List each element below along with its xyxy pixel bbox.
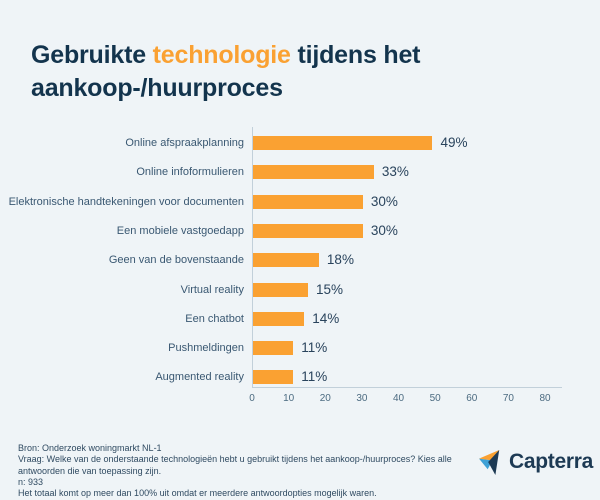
- bar: [253, 223, 363, 238]
- category-label: Elektronische handtekeningen voor docume…: [8, 195, 244, 208]
- bar: [253, 341, 294, 356]
- value-label: 33%: [381, 164, 409, 180]
- category-label: Online infoformulieren: [136, 166, 244, 179]
- capterra-logo-text: Capterra: [509, 450, 593, 473]
- bar: [253, 194, 363, 209]
- x-axis-tick-label: 40: [392, 393, 405, 404]
- category-label: Een chatbot: [185, 312, 244, 325]
- category-label: Virtual reality: [180, 283, 244, 296]
- y-axis-line: [252, 127, 253, 387]
- bar-chart: Online afspraakplanning 49% Online infofor…: [0, 127, 600, 405]
- footnote-line: n: 933: [18, 476, 44, 487]
- bar: [253, 370, 294, 385]
- x-axis-tick-label: 30: [356, 393, 368, 404]
- value-label: 30%: [370, 222, 398, 238]
- value-label: 14%: [312, 310, 340, 326]
- value-label: 15%: [315, 281, 343, 297]
- value-label: 11%: [301, 369, 328, 385]
- bar: [253, 253, 319, 268]
- bar: [253, 282, 308, 297]
- title-text: Gebruikte: [31, 40, 153, 69]
- value-label: 30%: [370, 193, 398, 209]
- capterra-logo: Capterra: [479, 447, 593, 477]
- category-label: Augmented reality: [155, 371, 244, 384]
- x-axis-tick-label: 60: [466, 393, 478, 404]
- value-label: 11%: [301, 340, 328, 356]
- title-highlight: technologie: [152, 40, 291, 69]
- category-label: Pushmeldingen: [168, 342, 244, 355]
- x-axis-line: [252, 387, 562, 388]
- capterra-logo-icon: [479, 449, 500, 475]
- x-axis-tick-label: 0: [249, 393, 255, 404]
- title-text: tijdens het aankoop-/huurproces: [31, 40, 421, 102]
- x-axis-tick-label: 80: [539, 393, 551, 404]
- source-notes: Bron: Onderzoek woningmarkt NL-1 Vraag: W…: [18, 443, 498, 499]
- footnote-line: Vraag: Welke van de onderstaande technol…: [18, 454, 452, 476]
- x-axis-tick-label: 50: [429, 393, 441, 404]
- bar: [253, 136, 433, 150]
- x-axis-tick-label: 10: [283, 393, 295, 404]
- bar: [253, 311, 305, 326]
- category-label: Geen van de bovenstaande: [108, 254, 244, 267]
- page-title: Gebruikte technologie tijdens het aankoo…: [31, 39, 491, 105]
- value-label: 49%: [440, 135, 468, 150]
- x-axis-tick-label: 20: [319, 393, 331, 404]
- category-label: Een mobiele vastgoedapp: [116, 224, 244, 237]
- footnote-line: Het totaal komt op meer dan 100% uit omd…: [18, 488, 377, 499]
- footnote-line: Bron: Onderzoek woningmarkt NL-1: [18, 443, 162, 453]
- bar: [253, 165, 374, 180]
- value-label: 18%: [326, 252, 354, 268]
- x-axis-tick-label: 70: [502, 393, 514, 404]
- category-label: Online afspraakplanning: [125, 137, 244, 149]
